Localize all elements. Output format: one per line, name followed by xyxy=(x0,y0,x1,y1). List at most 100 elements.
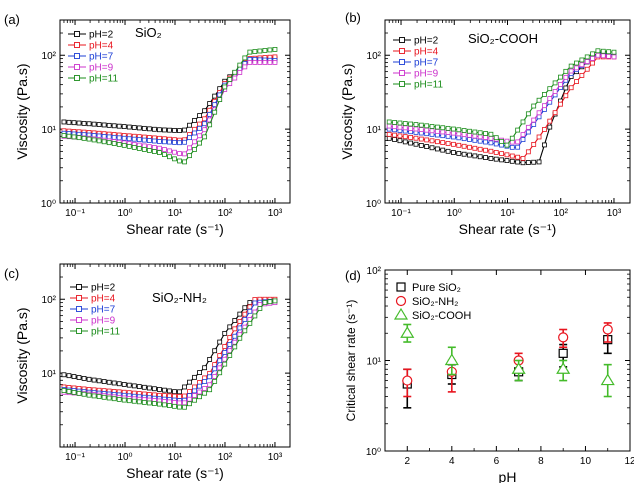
data-point xyxy=(392,120,397,125)
data-point xyxy=(456,142,462,148)
y-tick-label: 10² xyxy=(42,51,57,62)
data-point xyxy=(227,353,233,358)
data-point xyxy=(590,56,595,61)
data-point xyxy=(520,132,526,138)
legend-marker xyxy=(399,81,405,87)
data-point xyxy=(568,68,574,74)
data-point xyxy=(197,121,202,127)
x-tick-label: 6 xyxy=(494,456,500,467)
y-axis-label: Viscosity (Pa.s) xyxy=(14,63,30,159)
data-point xyxy=(558,101,563,107)
data-point xyxy=(136,384,142,389)
data-point xyxy=(182,384,187,390)
data-point xyxy=(172,139,177,145)
data-point xyxy=(172,127,177,133)
legend-entry: pH=7 xyxy=(70,305,116,316)
legend-label: pH=7 xyxy=(91,305,116,316)
data-point xyxy=(499,138,504,144)
y-tick-label: 10⁰ xyxy=(366,199,381,210)
legend-label: pH=2 xyxy=(91,283,116,294)
data-point xyxy=(242,55,248,61)
data-point xyxy=(606,53,612,59)
data-point xyxy=(252,300,258,306)
series-triangle xyxy=(400,323,615,398)
data-point xyxy=(272,60,278,65)
data-point xyxy=(242,328,248,334)
data-point xyxy=(418,127,424,132)
data-point xyxy=(429,128,435,134)
data-point xyxy=(136,399,142,405)
data-point xyxy=(222,361,228,367)
data-point xyxy=(525,160,531,165)
data-point xyxy=(247,308,253,314)
data-point xyxy=(413,135,419,141)
data-point xyxy=(397,138,403,144)
data-point xyxy=(212,348,218,354)
data-point xyxy=(61,388,67,394)
data-point xyxy=(542,127,547,132)
data-point xyxy=(488,140,494,146)
data-point xyxy=(558,74,563,80)
x-tick-label: 10³ xyxy=(268,452,283,463)
data-point xyxy=(574,79,579,84)
data-point xyxy=(157,127,162,133)
legend-marker xyxy=(76,284,82,290)
data-point xyxy=(162,139,167,145)
data-point xyxy=(136,146,142,151)
data-point xyxy=(520,156,526,161)
legend-entry: pH=4 xyxy=(70,294,116,305)
data-point xyxy=(61,372,67,378)
data-point xyxy=(222,350,228,355)
data-point xyxy=(187,401,192,407)
legend-label: pH=11 xyxy=(414,80,443,91)
legend-marker xyxy=(74,75,80,81)
legend-marker xyxy=(393,307,409,320)
data-point xyxy=(71,390,77,395)
panel-label: (a) xyxy=(4,12,20,27)
x-tick-label: 10 xyxy=(580,456,592,467)
data-point xyxy=(141,384,147,390)
data-point xyxy=(483,135,488,140)
legend-label: pH=7 xyxy=(414,58,439,69)
data-point xyxy=(91,137,97,143)
data-point xyxy=(197,394,202,400)
data-point xyxy=(418,143,424,148)
data-point xyxy=(499,157,504,163)
x-tick-label: 10² xyxy=(554,208,569,219)
legend-label: pH=11 xyxy=(91,327,120,338)
data-point xyxy=(267,47,273,53)
panel-b: 10⁻¹ 10⁰ 10¹ 10² 10³ 10⁰ 10¹ 10² Shear rate (s⁻¹… xyxy=(339,10,631,237)
data-point xyxy=(162,402,167,408)
data-point xyxy=(212,109,218,115)
data-point xyxy=(563,85,569,91)
legend-marker xyxy=(76,328,82,334)
y-tick-label: 10² xyxy=(42,295,57,306)
y-tick-label: 10¹ xyxy=(367,357,382,368)
series-square xyxy=(402,330,613,409)
data-point xyxy=(429,138,435,144)
legend-entry: pH=11 xyxy=(393,80,443,91)
data-point xyxy=(121,397,127,403)
data-point xyxy=(232,344,238,350)
data-point xyxy=(111,380,117,386)
data-point xyxy=(187,153,192,159)
data-point xyxy=(131,125,137,130)
series-pH-11 xyxy=(61,298,278,410)
data-point xyxy=(202,379,208,384)
data-point xyxy=(563,68,569,74)
data-point xyxy=(386,135,392,141)
data-point xyxy=(192,374,197,380)
data-point xyxy=(511,362,526,374)
data-point xyxy=(197,383,202,389)
data-point xyxy=(525,124,531,130)
data-point xyxy=(483,155,488,160)
data-point xyxy=(611,49,617,55)
legend-marker xyxy=(395,295,407,307)
data-point xyxy=(217,365,223,371)
data-point xyxy=(434,139,440,145)
data-point xyxy=(262,60,268,65)
data-point xyxy=(611,54,617,60)
data-point xyxy=(217,339,223,345)
data-point xyxy=(472,145,478,151)
series-pH-11 xyxy=(386,48,617,148)
